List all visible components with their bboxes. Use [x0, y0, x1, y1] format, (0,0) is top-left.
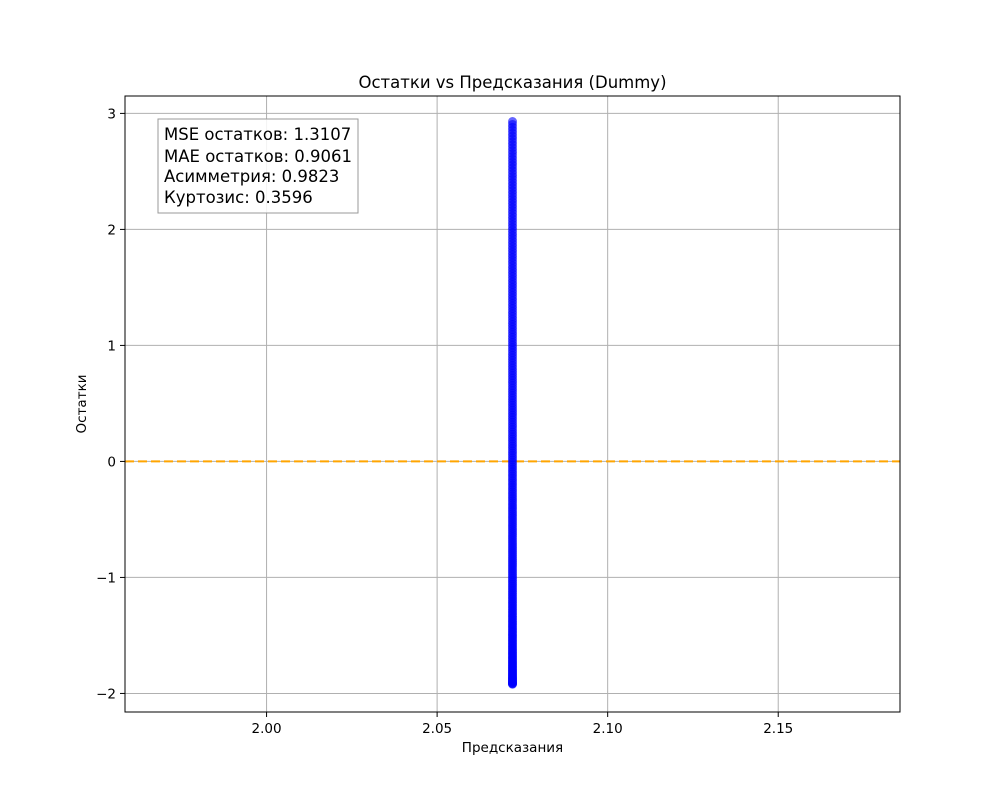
scatter-point	[508, 117, 517, 127]
x-tick-label: 2.15	[763, 721, 793, 737]
stats-mse: MSE остатков: 1.3107	[164, 125, 351, 144]
y-tick-label: 0	[107, 454, 116, 470]
y-tick-label: −2	[96, 686, 116, 702]
stats-kurtosis: Куртозис: 0.3596	[164, 188, 313, 207]
y-axis-label: Остатки	[74, 375, 90, 434]
scatter-points	[508, 117, 517, 689]
y-axis-ticks: −2 −1 0 1 2 3	[96, 106, 125, 702]
plot-frame	[124, 95, 901, 713]
x-axis-ticks: 2.00 2.05 2.10 2.15	[252, 712, 793, 737]
stats-box: MSE остатков: 1.3107 MAE остатков: 0.906…	[157, 118, 359, 214]
y-tick-label: 1	[107, 338, 116, 354]
x-axis-label: Предсказания	[462, 740, 563, 756]
y-tick-label: 3	[107, 106, 116, 122]
y-tick-label: 2	[107, 222, 116, 238]
x-tick-label: 2.00	[252, 721, 282, 737]
stats-skewness: Асимметрия: 0.9823	[164, 167, 339, 186]
x-tick-label: 2.05	[422, 721, 452, 737]
chart-title: Остатки vs Предсказания (Dummy)	[358, 73, 666, 92]
x-tick-label: 2.10	[593, 721, 623, 737]
y-tick-label: −1	[96, 570, 116, 586]
stats-mae: MAE остатков: 0.9061	[164, 147, 352, 166]
stats-box-frame	[157, 118, 359, 214]
